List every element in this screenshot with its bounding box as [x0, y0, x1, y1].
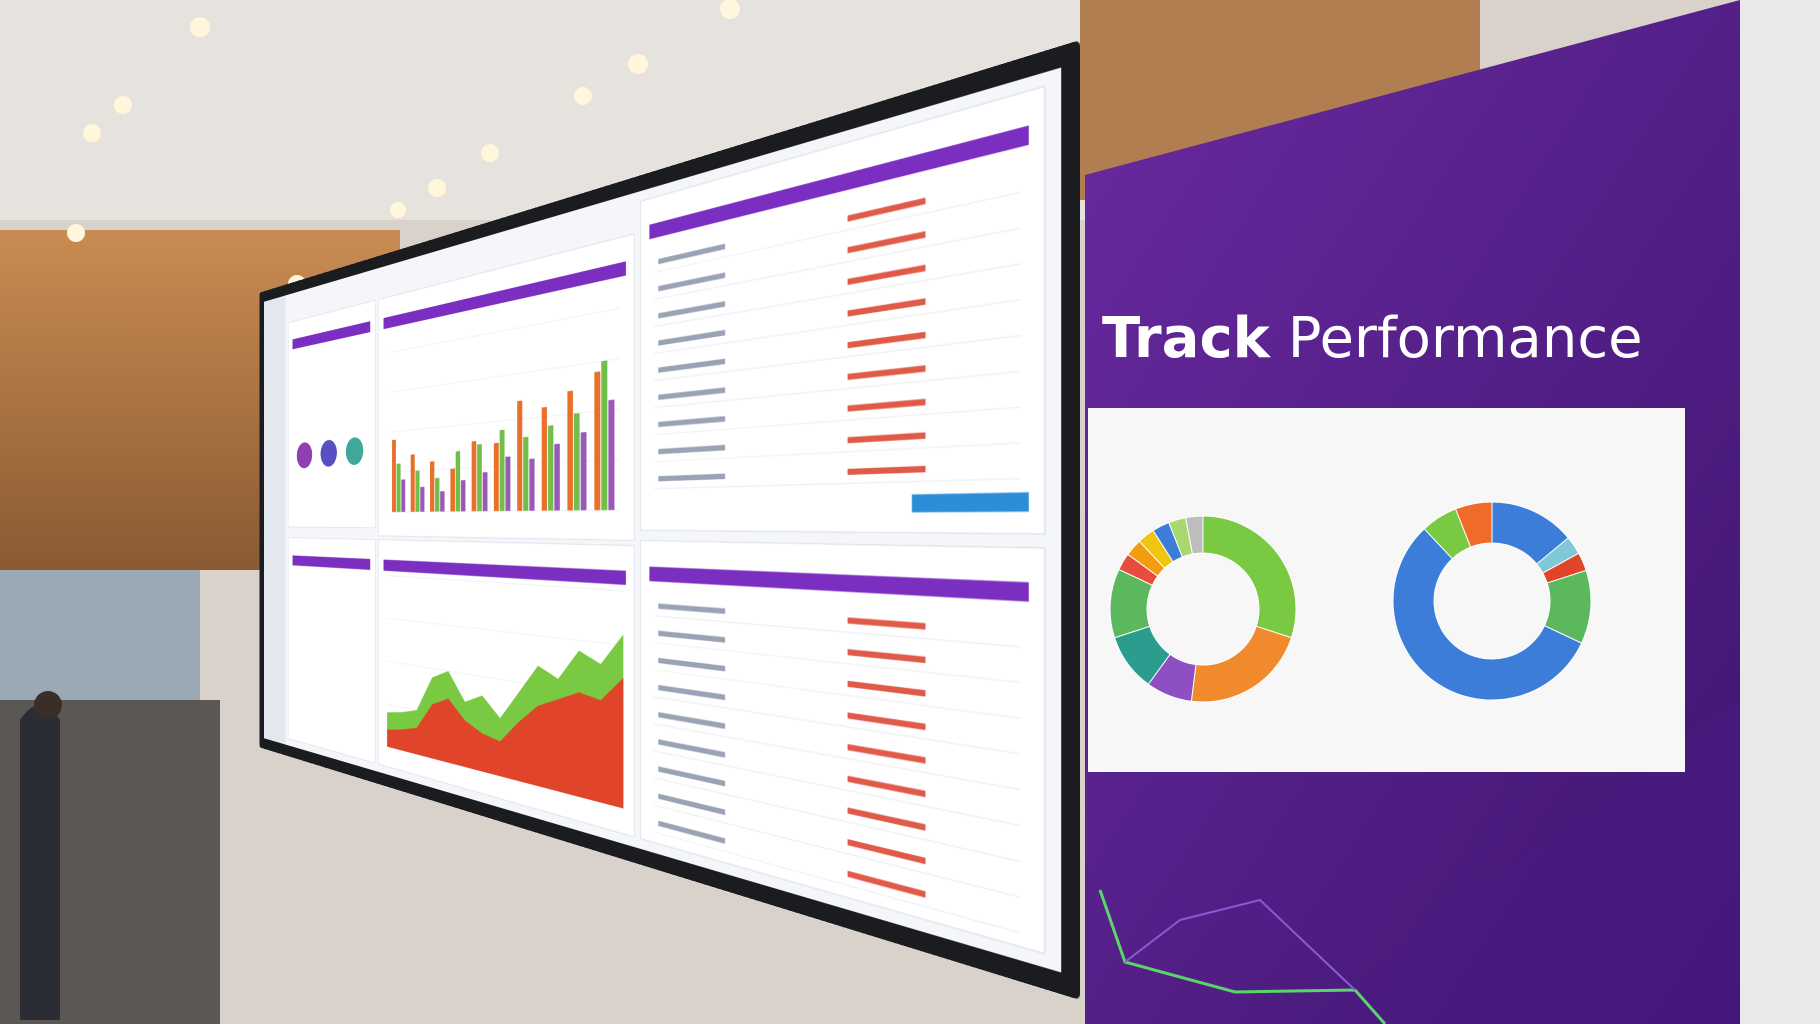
bar: [608, 399, 615, 511]
donut-segment: [1392, 528, 1583, 701]
side-wall: [1740, 0, 1820, 1024]
banner-charts: [1109, 501, 1592, 703]
donut-segment: [1184, 515, 1204, 555]
sidebar: [263, 295, 286, 745]
bar: [430, 461, 435, 512]
bar: [401, 479, 406, 512]
bar: [415, 470, 420, 512]
person-head: [34, 691, 62, 719]
panel: [641, 86, 1045, 534]
bar: [471, 441, 477, 512]
title-rest: Performance: [1288, 306, 1643, 371]
bar: [477, 444, 482, 512]
bar: [505, 456, 511, 511]
banner-shade: [1300, 700, 1740, 1024]
bar: [601, 360, 608, 511]
bar: [455, 451, 461, 512]
bar: [517, 400, 523, 511]
network-line: [1098, 889, 1387, 1024]
bar: [529, 458, 535, 511]
bar: [499, 429, 505, 512]
panel: [641, 541, 1045, 954]
panel: [288, 538, 375, 763]
bar: [482, 472, 488, 512]
bar: [580, 431, 587, 511]
bar: [573, 413, 580, 511]
donut-segment: [1454, 501, 1493, 548]
ceiling-lights: [67, 0, 740, 293]
monitor: [259, 40, 1080, 1000]
bar: [547, 425, 554, 511]
bar: [493, 442, 499, 512]
bar: [554, 443, 560, 511]
bar: [541, 406, 548, 511]
bar: [396, 463, 401, 512]
bar: [410, 454, 415, 512]
bar: [435, 477, 440, 512]
bar: [420, 486, 425, 512]
person: [20, 705, 60, 1020]
donut-segment: [1202, 515, 1297, 639]
window: [0, 570, 200, 700]
bar: [450, 468, 455, 512]
banner-title: Track Performance: [1102, 306, 1643, 371]
bar: [440, 491, 445, 512]
dashboard-screen: [263, 67, 1062, 973]
bar: [460, 480, 466, 512]
network-line: [1124, 898, 1356, 991]
bar: [567, 390, 573, 511]
bar: [523, 436, 529, 511]
title-bold: Track: [1102, 306, 1272, 371]
bar: [594, 371, 601, 511]
bar: [392, 439, 396, 513]
chart-card: [1088, 408, 1685, 772]
badge: [911, 492, 1029, 513]
